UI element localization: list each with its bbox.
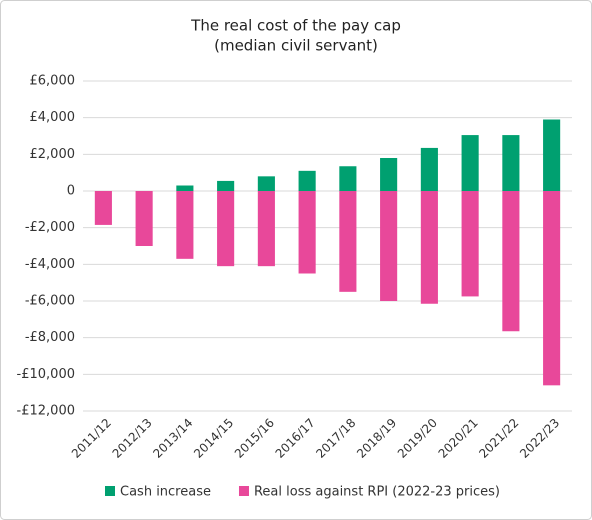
bar [461, 191, 479, 297]
y-tick-label: -£6,000 [25, 294, 75, 309]
chart-subtitle: (median civil servant) [214, 37, 378, 55]
bar [135, 191, 153, 246]
y-tick-label: -£2,000 [25, 220, 75, 235]
bar [502, 135, 520, 191]
legend-swatch [238, 486, 249, 496]
bar [339, 166, 357, 191]
bar [339, 191, 357, 292]
bar [461, 135, 479, 191]
legend-label: Cash increase [120, 485, 211, 500]
y-tick-label: £2,000 [30, 147, 76, 162]
bar [176, 185, 194, 191]
bar [176, 191, 194, 259]
bar [380, 158, 398, 191]
bar [543, 191, 561, 386]
y-tick-label: -£4,000 [25, 257, 75, 272]
bar [94, 191, 112, 225]
bar [420, 191, 438, 304]
bar [420, 147, 438, 191]
y-tick-label: -£10,000 [17, 367, 75, 382]
legend-label: Real loss against RPI (2022-23 prices) [254, 485, 500, 500]
chart-title: The real cost of the pay cap [190, 17, 401, 35]
y-tick-label: £6,000 [30, 74, 76, 89]
bar [380, 191, 398, 301]
y-tick-label: -£12,000 [17, 404, 75, 419]
legend-swatch [105, 486, 115, 496]
y-tick-label: 0 [67, 184, 75, 199]
bar [298, 170, 316, 191]
bar [543, 119, 561, 191]
bar [298, 191, 316, 274]
bar [217, 191, 235, 267]
bar [502, 191, 520, 332]
bar [257, 191, 275, 267]
y-tick-label: -£8,000 [25, 330, 75, 345]
bar [257, 176, 275, 191]
bar [217, 180, 235, 191]
y-tick-label: £4,000 [30, 110, 76, 125]
